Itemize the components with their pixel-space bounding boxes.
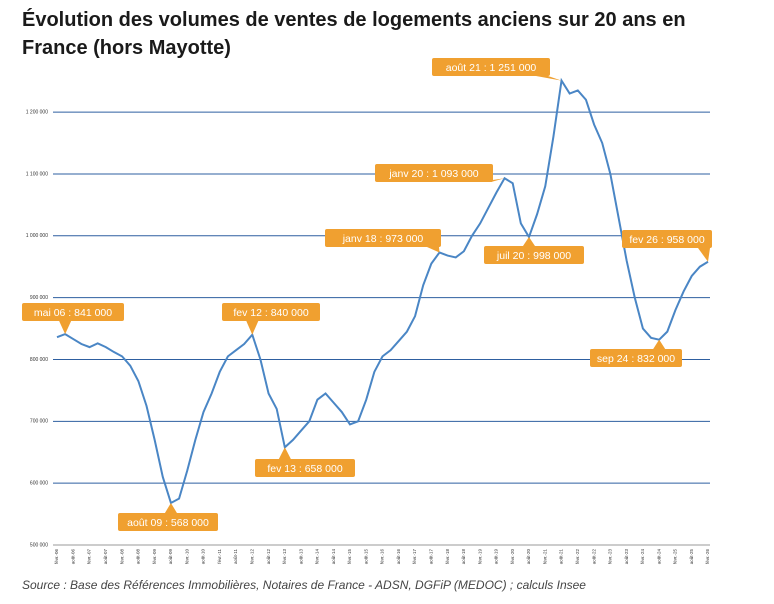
y-tick-label: 1 100 000 <box>26 171 48 177</box>
annotation-label: fev 26 : 958 000 <box>629 234 704 246</box>
annotation-label: août 21 : 1 251 000 <box>446 62 537 74</box>
x-tick-label: août-20 <box>526 549 531 565</box>
x-tick-label: août-25 <box>689 549 694 565</box>
y-tick-label: 500 000 <box>30 542 48 548</box>
annotation-label: août 09 : 568 000 <box>127 517 209 529</box>
annotation-pointer <box>427 247 440 253</box>
x-tick-label: févr.-14 <box>315 549 320 565</box>
annotation: août 09 : 568 000 <box>118 502 218 531</box>
annotation: fev 26 : 958 000 <box>622 230 712 262</box>
x-tick-label: févr.-06 <box>54 549 59 565</box>
x-tick-label: août-14 <box>331 549 336 565</box>
x-tick-label: août-08 <box>136 549 141 565</box>
x-tick-label: août-06 <box>70 549 75 565</box>
annotation-pointer <box>698 248 710 262</box>
annotation-box <box>325 229 441 247</box>
annotation-label: juil 20 : 998 000 <box>496 250 571 262</box>
annotation-pointer <box>536 76 562 81</box>
annotation: fev 13 : 658 000 <box>255 447 355 477</box>
x-tick-label: févr.-17 <box>412 549 417 565</box>
x-tick-label: févr.-24 <box>640 549 645 565</box>
annotation-label: janv 20 : 1 093 000 <box>388 168 478 180</box>
series-line <box>56 77 709 505</box>
annotation-label: fev 12 : 840 000 <box>233 307 308 319</box>
x-tick-label: févr.-09 <box>152 549 157 565</box>
annotation-box <box>255 459 355 477</box>
annotation-label: sep 24 : 832 000 <box>597 353 675 365</box>
x-tick-label: févr.-20 <box>510 549 515 565</box>
x-tick-label: août-24 <box>656 549 661 565</box>
x-tick-label: août-18 <box>461 549 466 565</box>
x-tick-label: févr.-22 <box>575 549 580 565</box>
x-tick-label: févr.-16 <box>380 549 385 565</box>
x-tick-label: août-21 <box>559 549 564 565</box>
annotation: juil 20 : 998 000 <box>484 237 584 264</box>
annotation-label: fev 13 : 658 000 <box>267 463 342 475</box>
x-tick-label: févr.-23 <box>608 549 613 565</box>
x-tick-label: févr.-08 <box>119 549 124 565</box>
x-tick-label: févr.-15 <box>347 549 352 565</box>
annotation-pointer <box>246 321 259 335</box>
y-tick-label: 1 000 000 <box>26 233 48 239</box>
annotation-box <box>484 246 584 264</box>
y-tick-label: 700 000 <box>30 419 48 425</box>
annotation-label: janv 18 : 973 000 <box>342 233 424 245</box>
x-tick-label: août-22 <box>591 549 596 565</box>
x-tick-label: févr.-19 <box>477 549 482 565</box>
x-tick-label: févr.-21 <box>542 549 547 565</box>
x-tick-label: août-19 <box>494 549 499 565</box>
annotation: août 21 : 1 251 000 <box>432 58 562 81</box>
x-tick-label: févr.-18 <box>445 549 450 565</box>
x-tick-label: août-13 <box>298 549 303 565</box>
annotation-pointer <box>278 447 291 459</box>
annotation-box <box>375 164 493 182</box>
x-tick-label: févr.-25 <box>673 549 678 565</box>
x-tick-label: août-16 <box>396 549 401 565</box>
annotation-box <box>432 58 550 76</box>
annotation-box <box>222 303 320 321</box>
annotation-pointer <box>522 237 535 246</box>
x-tick-label: août-11 <box>233 549 238 564</box>
x-tick-label: août-10 <box>201 549 206 565</box>
x-tick-label: août-23 <box>624 549 629 565</box>
annotation: janv 18 : 973 000 <box>325 229 441 253</box>
annotation: janv 20 : 1 093 000 <box>375 164 505 182</box>
source: Source : Base des Références Immobilière… <box>22 578 586 592</box>
annotation: sep 24 : 832 000 <box>590 339 682 367</box>
x-tick-label: févr.-12 <box>249 549 254 565</box>
x-tick-label: févr.-10 <box>184 549 189 565</box>
annotation-pointer <box>653 339 666 349</box>
annotation-pointer <box>59 321 72 335</box>
annotation-pointer <box>479 178 505 182</box>
x-tick-label: août-17 <box>429 549 434 565</box>
chart-title: Évolution des volumes de ventes de logem… <box>22 9 686 59</box>
annotation: mai 06 : 841 000 <box>22 303 124 335</box>
x-tick-label: août-12 <box>266 549 271 565</box>
annotation-box <box>622 230 712 248</box>
y-tick-label: 800 000 <box>30 357 48 363</box>
x-tick-label: févr.-13 <box>282 549 287 565</box>
x-tick-label: févr.-26 <box>705 549 710 565</box>
x-tick-label: août-07 <box>103 549 108 565</box>
y-tick-label: 600 000 <box>30 480 48 486</box>
annotation-pointer <box>164 502 177 513</box>
annotation-label: mai 06 : 841 000 <box>34 307 112 319</box>
annotation-box <box>22 303 124 321</box>
x-tick-label: août-09 <box>168 549 173 565</box>
x-tick-label: févr.-11 <box>217 549 222 564</box>
annotation: fev 12 : 840 000 <box>222 303 320 335</box>
annotation-box <box>118 513 218 531</box>
y-tick-label: 900 000 <box>30 295 48 301</box>
x-tick-label: févr.-07 <box>87 549 92 565</box>
x-tick-label: août-15 <box>363 549 368 565</box>
annotation-box <box>590 349 682 367</box>
y-tick-label: 1 200 000 <box>26 109 48 115</box>
